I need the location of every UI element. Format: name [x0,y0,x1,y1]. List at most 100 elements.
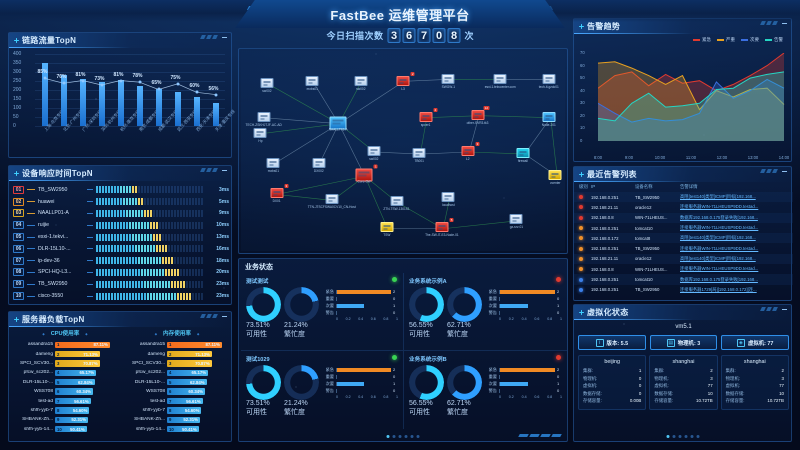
pagination-dot[interactable] [405,435,408,438]
alarm-detail[interactable]: 高阻[test140]类型[ICMP]目标[192.168... [680,194,788,200]
alarm-detail[interactable]: 连接服务器WIN-71LHEUSP9DD.testad... [680,225,788,231]
load-bar-fill: 5 62.84% [55,379,95,385]
legend-item[interactable]: 次要 [741,37,759,43]
table-row[interactable]: 192.168.0.172 tomcat8 高阻[test140]类型[ICMP]目… [574,233,793,243]
table-row[interactable]: 192.168.0.251 tomcat10 连接服务器WIN-71LHEUSP9D… [574,223,793,233]
table-row[interactable]: 192.168.0.8 WIN-71LHEUS... 数据库192.168.0.17… [574,213,793,223]
alarm-trend-legend[interactable]: 紧急 严重 次要 告警 [693,37,783,43]
table-row[interactable]: 192.168.0.251 TB_SW2950 连接服务器1729[局][192.1… [574,285,793,295]
topology-node[interactable]: mxbs01 [267,158,280,168]
pagination-dot[interactable] [417,435,420,438]
panel-header: 服务器负载TopN [9,312,231,327]
minimize-icon[interactable] [782,309,787,310]
alarm-level-fill [500,290,555,294]
gauge-value: 73.51% [246,322,281,329]
business-card[interactable]: 测试测试 73.51% 可用性 21.24% 繁忙度 紧急 2 重要 0 次要 1 警告 0 0 0.2 0.… [241,273,404,351]
business-card[interactable]: 测试1029 73.51% 可用性 21.24% 繁忙度 紧急 2 重要 0 次要 1 警告 0 0 0.2… [241,351,404,429]
pagination-dot[interactable] [411,435,414,438]
vm-pagination-dots[interactable] [666,435,699,438]
alarm-detail[interactable]: 高阻[test140]类型[ICMP]目标[192.168... [680,235,788,241]
topology-node[interactable]: DX002 [312,158,325,168]
vm-chip[interactable]: ◈ 虚拟机: 77 [721,335,789,350]
network-topology-canvas[interactable]: sw002 mxbs01 sw002 2 L3 SWGW-1 esxi-1.tekvcent… [241,51,565,251]
vm-site-card[interactable]: shanghai 集群: 2 物理机: 3 虚拟机: 77 数据存储: 10 存储容量: 10.72… [721,355,789,410]
pagination-dot[interactable] [672,435,675,438]
vm-stat-key: 数据存储: [583,391,602,397]
pagination-dot[interactable] [684,435,687,438]
alarm-detail[interactable]: 数据库192.168.0.175登录失败[192.168... [680,277,788,283]
topology-node[interactable]: TTN-JTSCFSWA0CV10_CN-Host [325,194,338,204]
business-pagination-dots[interactable] [387,435,420,438]
vm-stat-row: 数据存储: 0 [583,391,641,397]
table-row[interactable]: 192.168.0.251 tomcat10 数据库192.168.0.175登录失… [574,274,793,284]
node-label: tech-it-gzdc01 [539,85,559,89]
minimize-icon[interactable] [222,316,227,317]
topology-node[interactable]: 3 DX01 [270,188,283,198]
load-row: SHBANK-Zh... 9 52.31% [9,415,121,424]
minimize-icon[interactable] [222,170,227,171]
business-card[interactable]: 业务系统示例A 56.55% 可用性 62.71% 繁忙度 紧急 2 重要 0 次要 1 警告 0 0 0.… [404,273,567,351]
vm-site-card[interactable]: beijing 集群: 1 物理机: 0 虚拟机: 0 数据存储: 0 存储容量: 0.00B [578,355,646,410]
table-row[interactable]: 192.168.21.11 oracle12 高阻[test140]类型[ICMP]… [574,254,793,264]
topology-node[interactable]: NAALLP01-A [330,117,347,130]
alarm-detail[interactable]: 连接服务器WIN-71LHEUSP9DD.testad... [680,266,788,272]
topology-node[interactable]: TECH-ZSKHJTJF-AC-AD [257,112,270,122]
alarm-level-track [499,311,555,315]
topology-node[interactable]: localhost [442,192,455,202]
alarm-detail[interactable]: 连接服务器1729[局][192.168.0.172][连... [680,287,788,293]
alarm-detail[interactable]: 连接服务器WIN-71LHEUSP9DD.testad... [680,204,788,210]
business-card[interactable]: 业务系统示例B 56.55% 可用性 62.71% 繁忙度 紧急 2 重要 0 次要 1 警告 0 0 0.… [404,351,567,429]
topology-node[interactable]: 2 L3 [397,76,410,86]
panel-link-traffic: 链路流量TopN 400 350 300 250 200 150 100 50 0 上海-北京专线… [8,32,232,158]
vm-chip[interactable]: ▤ 物理机: 3 [650,335,718,350]
topology-node[interactable]: 3 L2 [461,146,474,156]
gauge-text: 62.71% 繁忙度 [447,322,482,339]
topology-node[interactable]: esxi-1.tekvcenter.com [494,74,507,84]
vm-site-card[interactable]: shanghai 集群: 2 物理机: 3 虚拟机: 77 数据存储: 10 存储容量: 10.72… [649,355,717,410]
panel-network-topology[interactable]: sw002 mxbs01 sw002 2 L3 SWGW-1 esxi-1.tekvcent… [238,48,568,254]
dash-connector [87,260,93,261]
alarm-detail[interactable]: 数据库192.168.0.175登录失败[192.168... [680,215,788,221]
topology-node[interactable]: ZTN-TSW-1301S1 [390,196,403,206]
table-row[interactable]: 192.168.21.11 oracle12 连接服务器WIN-71LHEUSP9D… [574,202,793,212]
pagination-dot[interactable] [666,435,669,438]
topology-node[interactable]: TSW [380,222,393,232]
topology-node[interactable]: 4 spcer1 [419,112,432,122]
pagination-dot[interactable] [393,435,396,438]
table-row[interactable]: 192.168.0.251 TB_SW2950 连接服务器WIN-71LHEUSP9… [574,243,793,253]
topology-node[interactable]: Node-201 [542,112,555,122]
alarm-level-value: 0 [393,310,398,315]
topology-node[interactable]: sw002 [367,146,380,156]
topology-node[interactable]: sw002 [354,76,367,86]
topology-node[interactable]: mxbs01 [306,76,319,86]
pagination-dot[interactable] [690,435,693,438]
vm-chip[interactable]: i 版本: 5.5 [578,335,646,350]
pagination-dot[interactable] [678,435,681,438]
legend-item[interactable]: 紧急 [693,37,711,43]
topology-node[interactable]: tech-it-gzdc01 [542,74,555,84]
topology-node[interactable]: sw002 [260,78,273,88]
topology-node[interactable]: 1 Core-SW [356,169,373,182]
table-row[interactable]: 192.168.0.8 WIN-71LHEUS... 连接服务器WIN-71LHEU… [574,264,793,274]
pagination-dot[interactable] [399,435,402,438]
vm-stat-row: 集群: 2 [654,368,712,374]
minimize-icon[interactable] [222,37,227,38]
topology-node[interactable]: TB001 [413,148,426,158]
topology-node[interactable]: gz-srv-01 [510,214,523,224]
pagination-dot[interactable] [696,435,699,438]
topology-node[interactable]: 12 other-SVR3.tk3 [471,110,484,120]
topology-node[interactable]: Hp [254,128,267,138]
topology-node[interactable]: 5 The-SW-IT-E3-Node-01 [435,222,448,232]
topology-node[interactable]: firewall [516,148,529,158]
load-value: 70.87% [195,361,210,366]
alarm-detail[interactable]: 连接服务器WIN-71LHEUSP9DD.testad... [680,246,788,252]
topology-node[interactable]: SWGW-1 [442,74,455,84]
alarm-detail[interactable]: 高阻[test140]类型[ICMP]目标[192.168... [680,256,788,262]
topology-node[interactable]: vcenter [549,170,562,180]
table-row: 06 DLR-15L10-... 16ms [9,243,233,255]
minimize-icon[interactable] [782,171,787,172]
legend-item[interactable]: 严重 [717,37,735,43]
legend-item[interactable]: 告警 [765,37,783,43]
pagination-dot[interactable] [387,435,390,438]
table-row[interactable]: 192.168.0.251 TB_SW2950 高阻[test140]类型[ICMP… [574,192,793,202]
